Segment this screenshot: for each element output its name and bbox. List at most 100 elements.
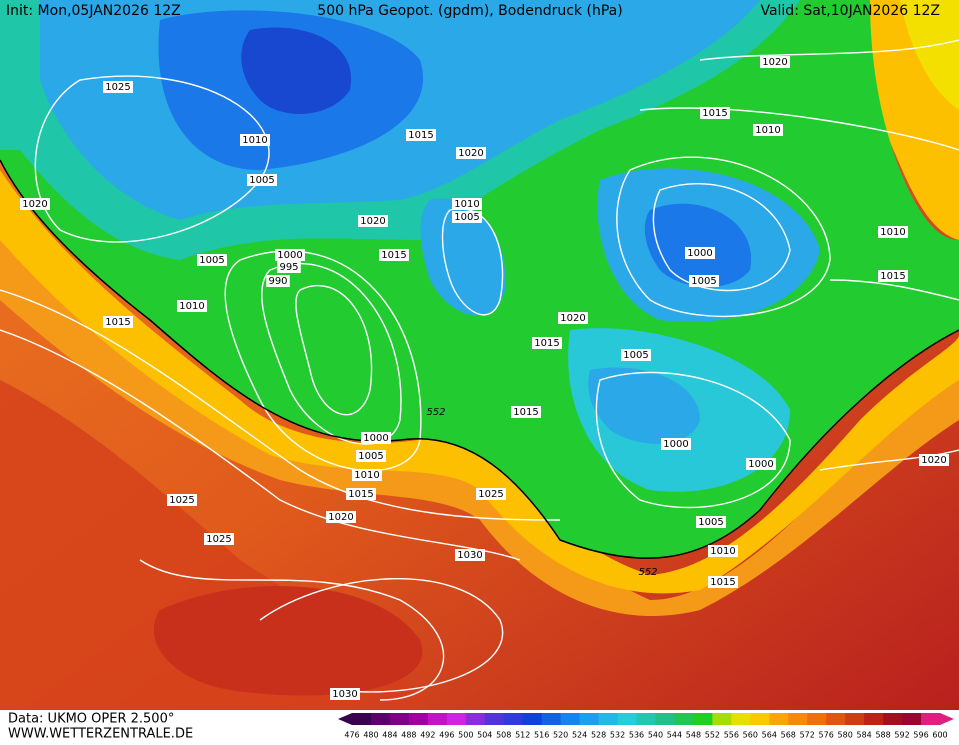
isobar-label: 1000 bbox=[748, 459, 773, 470]
isobar-label: 1005 bbox=[249, 175, 274, 186]
colorbar-swatch bbox=[693, 713, 713, 725]
colorbar-swatch bbox=[636, 713, 656, 725]
isobar-label-box bbox=[326, 511, 356, 523]
isobar-label: 1025 bbox=[105, 82, 130, 93]
site-name: WWW.WETTERZENTRALE.DE bbox=[8, 727, 193, 742]
colorbar-swatch bbox=[750, 713, 770, 725]
isobar-label-box bbox=[452, 211, 482, 223]
colorbar-label: 516 bbox=[534, 731, 549, 740]
isobar-label: 1005 bbox=[623, 350, 648, 361]
colorbar-label: 580 bbox=[838, 731, 853, 740]
isobar-label: 1020 bbox=[360, 216, 385, 227]
colorbar-swatch bbox=[769, 713, 789, 725]
colorbar-swatch bbox=[902, 713, 922, 725]
blue-field bbox=[644, 203, 752, 287]
colorbar-swatch bbox=[674, 713, 694, 725]
isobar-label: 1005 bbox=[454, 212, 479, 223]
isobar-label-box bbox=[700, 107, 730, 119]
isobar-label: 1000 bbox=[687, 248, 712, 259]
isobar-label: 1000 bbox=[277, 250, 302, 261]
isobar-label-box bbox=[760, 56, 790, 68]
blue-field bbox=[588, 367, 700, 444]
isobar-label-box bbox=[919, 454, 949, 466]
isobar-label: 1015 bbox=[702, 108, 727, 119]
isobar-label: 1010 bbox=[354, 470, 379, 481]
isobar-label: 1030 bbox=[457, 550, 482, 561]
isobar-label: 1025 bbox=[206, 534, 231, 545]
contour-label: 552 bbox=[638, 567, 657, 578]
colorbar-swatch bbox=[541, 713, 562, 725]
isobar bbox=[259, 577, 504, 693]
isobar bbox=[0, 289, 561, 521]
colorbar-label: 536 bbox=[629, 731, 644, 740]
isobar-label-box bbox=[452, 198, 482, 210]
isobar-label: 1015 bbox=[534, 338, 559, 349]
colorbar-label: 524 bbox=[572, 731, 587, 740]
isobar-label: 1010 bbox=[179, 301, 204, 312]
isobar-label-box bbox=[456, 147, 486, 159]
colorbar-label: 532 bbox=[610, 731, 625, 740]
isobar-label: 1010 bbox=[755, 125, 780, 136]
colorbar-swatch bbox=[370, 713, 391, 725]
colorbar-label: 544 bbox=[667, 731, 682, 740]
isobar-label-box bbox=[20, 198, 50, 210]
colorbar-label: 484 bbox=[382, 731, 397, 740]
colorbar-label: 560 bbox=[743, 731, 758, 740]
blue-field bbox=[420, 198, 506, 316]
isobar-label-box bbox=[247, 174, 277, 186]
isobar-label-box bbox=[532, 337, 562, 349]
isobar-label: 1020 bbox=[560, 313, 585, 324]
colorbar-label: 588 bbox=[875, 731, 890, 740]
isobar-label-box bbox=[346, 488, 376, 500]
isobar-label: 1015 bbox=[348, 489, 373, 500]
data-source: Data: UKMO OPER 2.500° bbox=[8, 712, 174, 727]
colorbar-label: 508 bbox=[496, 731, 511, 740]
contour-552 bbox=[0, 159, 959, 559]
colorbar-label: 600 bbox=[932, 731, 947, 740]
colorbar-label: 548 bbox=[686, 731, 701, 740]
isobar-label-box bbox=[696, 516, 726, 528]
colorbar-swatch bbox=[598, 713, 619, 725]
isobar-label-box bbox=[356, 450, 386, 462]
colorbar-swatch bbox=[655, 713, 675, 725]
isobar-label-box bbox=[406, 129, 436, 141]
isobar-label: 1005 bbox=[691, 276, 716, 287]
colorbar-swatch bbox=[921, 713, 941, 725]
isobar-label: 1000 bbox=[363, 433, 388, 444]
colorbar-swatch bbox=[484, 713, 505, 725]
colorbar-swatch bbox=[883, 713, 903, 725]
colorbar-label: 492 bbox=[420, 731, 435, 740]
init-time: Init: Mon,05JAN2026 12Z bbox=[6, 3, 181, 19]
colorbar-swatch bbox=[864, 713, 884, 725]
isobar bbox=[819, 449, 959, 471]
isobar-label-box bbox=[476, 488, 506, 500]
isobar bbox=[639, 107, 959, 151]
isobar-label-box bbox=[275, 249, 305, 261]
isobar-label-box bbox=[330, 688, 360, 700]
isobar-label: 1010 bbox=[880, 227, 905, 238]
yellow-band bbox=[0, 170, 959, 594]
isobar-label-box bbox=[878, 270, 908, 282]
isobar-label-box bbox=[240, 134, 270, 146]
colorbar-swatch bbox=[352, 713, 372, 725]
warm-field bbox=[153, 586, 423, 696]
isobar bbox=[0, 329, 521, 561]
colorbar-label: 488 bbox=[401, 731, 416, 740]
isobar-label-box bbox=[103, 316, 133, 328]
isobar-label-box bbox=[177, 300, 207, 312]
colorbar-label: 596 bbox=[913, 731, 928, 740]
colorbar-label: 480 bbox=[363, 731, 378, 740]
colorbar-swatch bbox=[788, 713, 808, 725]
isobar-label-box bbox=[352, 469, 382, 481]
isobar-label-box bbox=[621, 349, 651, 361]
isobar-label-box bbox=[455, 549, 485, 561]
isobar-label-box bbox=[358, 215, 388, 227]
isobar-label: 1020 bbox=[458, 148, 483, 159]
isobar-label: 1015 bbox=[710, 577, 735, 588]
colorbar-label: 496 bbox=[439, 731, 454, 740]
colorbar-label: 568 bbox=[781, 731, 796, 740]
isobar-label: 1015 bbox=[880, 271, 905, 282]
isobar-label-box bbox=[661, 438, 691, 450]
colorbar-swatch bbox=[560, 713, 581, 725]
